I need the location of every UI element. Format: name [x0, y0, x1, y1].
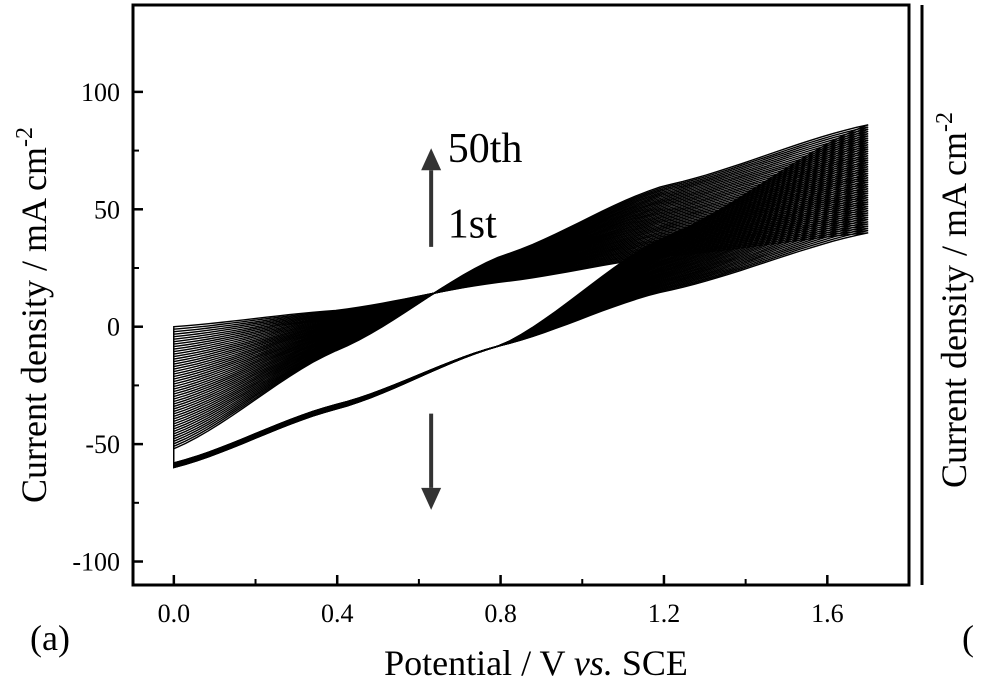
panel-label: (a) — [30, 618, 70, 658]
y-tick-label: 100 — [81, 78, 120, 107]
cycle-annotations: 50th 1st — [448, 126, 523, 247]
plot-frame — [131, 3, 911, 587]
x-axis-title: Potential / V vs. SCE — [384, 643, 688, 682]
y-tick-label: -100 — [72, 548, 120, 577]
y-axis-title: Current density / mA cm-2 — [12, 127, 54, 503]
arrow-head-2 — [421, 487, 442, 510]
cycle-arrows — [421, 148, 442, 510]
x-tick-label: 0.4 — [321, 599, 354, 628]
cv-curves — [173, 124, 869, 469]
annotation-50th: 50th — [448, 126, 523, 172]
next-panel-label: ( — [962, 618, 974, 658]
y-tick-label: 50 — [94, 195, 120, 224]
x-tick-label: 0.0 — [158, 599, 191, 628]
annotation-1st: 1st — [448, 201, 497, 247]
x-tick-label: 1.6 — [811, 599, 844, 628]
x-tick-label: 1.2 — [648, 599, 681, 628]
y-tick-label: 0 — [107, 313, 120, 342]
cv-cycle-50 — [173, 124, 869, 469]
arrow-head-1 — [421, 148, 442, 171]
x-tick-label: 0.8 — [484, 599, 517, 628]
next-panel-y-axis-title: Current density / mA cm-2 — [932, 112, 974, 488]
axis-ticks: 0.0 0.4 0.8 1.2 1.6 -100 -50 0 50 100 — [72, 78, 843, 628]
y-tick-label: -50 — [85, 430, 120, 459]
